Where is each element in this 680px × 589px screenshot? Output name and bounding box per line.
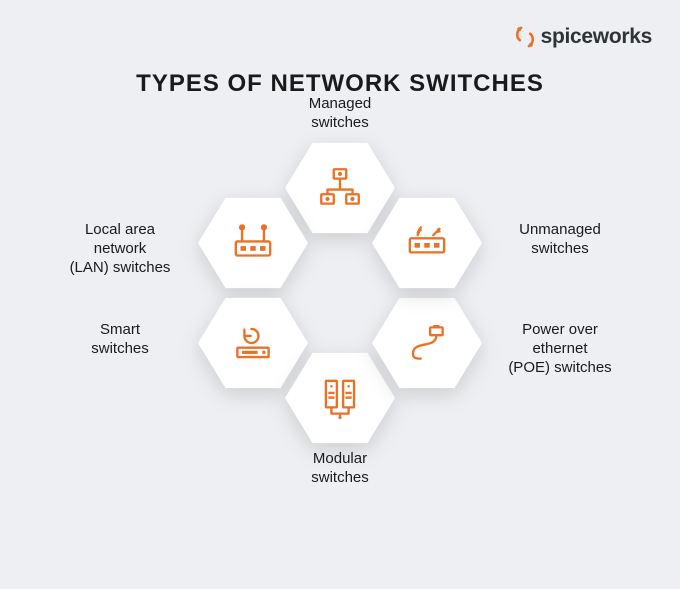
- router-icon: [228, 218, 278, 268]
- switch-plug-icon: [402, 218, 452, 268]
- hex-lan: [198, 195, 308, 291]
- label-smart: Smartswitches: [50, 321, 190, 359]
- hex-unmanaged: [372, 195, 482, 291]
- page-title: TYPES OF NETWORK SWITCHES: [0, 70, 680, 98]
- hex-shape: [198, 195, 308, 291]
- rack-servers-icon: [315, 373, 365, 423]
- network-topology-icon: [315, 163, 365, 213]
- hex-shape: [372, 195, 482, 291]
- brand-text: spiceworks: [541, 25, 652, 49]
- hex-poe: [372, 295, 482, 391]
- hex-ring: Managedswitches Local areanetwork(LAN) s…: [220, 140, 460, 520]
- modem-refresh-icon: [228, 318, 278, 368]
- hex-shape: [372, 295, 482, 391]
- label-modular: Modularswitches: [265, 450, 415, 488]
- brand-logo: spiceworks: [512, 24, 652, 50]
- brand-mark-icon: [512, 24, 538, 50]
- label-unmanaged: Unmanagedswitches: [490, 221, 630, 259]
- label-lan: Local areanetwork(LAN) switches: [50, 221, 190, 277]
- label-poe: Power overethernet(POE) switches: [490, 321, 630, 377]
- ethernet-cable-icon: [402, 318, 452, 368]
- label-managed: Managedswitches: [265, 95, 415, 133]
- infographic-page: spiceworks TYPES OF NETWORK SWITCHES Man…: [0, 0, 680, 589]
